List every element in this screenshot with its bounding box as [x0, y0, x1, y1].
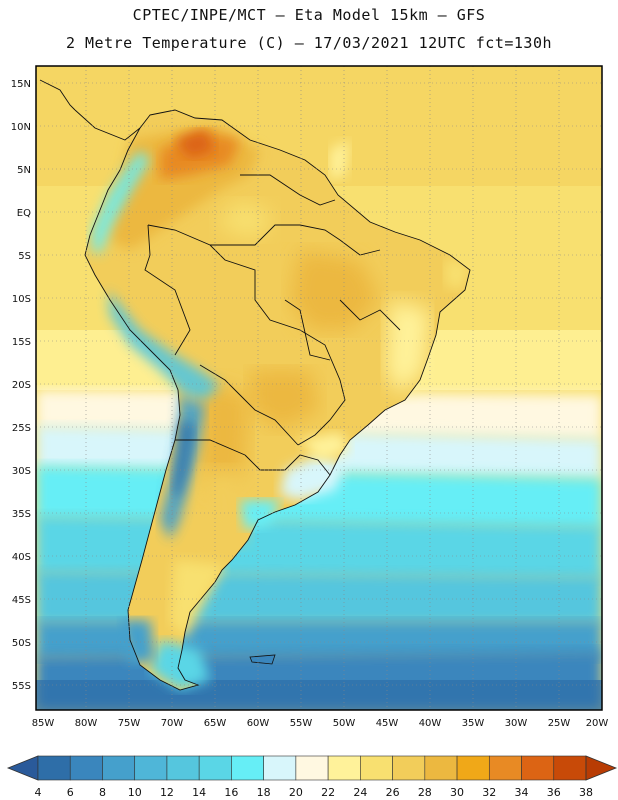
colorbar-label: 38 — [579, 786, 593, 799]
lon-tick: 50W — [333, 718, 356, 729]
lon-tick: 40W — [419, 718, 442, 729]
colorbar-label: 16 — [224, 786, 238, 799]
colorbar-cell — [488, 755, 522, 781]
colorbar-cell — [198, 755, 232, 781]
lat-tick: 5S — [18, 251, 31, 262]
lon-tick: 80W — [75, 718, 98, 729]
lon-tick: 55W — [290, 718, 313, 729]
colorbar-cell — [69, 755, 103, 781]
colorbar-label: 32 — [482, 786, 496, 799]
colorbar-cell — [166, 755, 200, 781]
lat-tick: 15S — [12, 337, 31, 348]
map-title-line1: CPTEC/INPE/MCT – Eta Model 15km – GFS — [132, 6, 486, 24]
colorbar-cell — [424, 755, 458, 781]
map-title-line2: 2 Metre Temperature (C) – 17/03/2021 12U… — [65, 34, 553, 52]
colorbar-label: 36 — [547, 786, 561, 799]
colorbar-label: 4 — [35, 786, 42, 799]
lat-tick: 40S — [12, 552, 31, 563]
colorbar-cell — [327, 755, 361, 781]
lon-tick: 45W — [376, 718, 399, 729]
lon-tick: 85W — [32, 718, 55, 729]
lon-tick: 20W — [586, 718, 609, 729]
lon-tick: 70W — [161, 718, 184, 729]
colorbar-cell — [360, 755, 393, 781]
colorbar-below-arrow — [6, 755, 39, 781]
colorbar-cell — [102, 755, 136, 781]
latitude-axis: 15N 10N 5N EQ 5S 10S 15S 20S 25S 30S 35S… — [11, 79, 31, 692]
colorbar-label: 24 — [353, 786, 367, 799]
colorbar-cell — [295, 755, 329, 781]
colorbar-label: 14 — [192, 786, 206, 799]
colorbar-label: 26 — [386, 786, 400, 799]
graticule — [36, 66, 602, 710]
lon-tick: 35W — [462, 718, 485, 729]
lon-tick: 25W — [548, 718, 571, 729]
lat-tick: EQ — [17, 208, 31, 219]
temperature-field — [36, 66, 602, 710]
colorbar-label: 30 — [450, 786, 464, 799]
colorbar-label: 34 — [515, 786, 529, 799]
lat-tick: 15N — [11, 79, 31, 90]
longitude-axis: 85W 80W 75W 70W 65W 60W 55W 50W 45W 40W … — [32, 718, 609, 729]
lat-tick: 5N — [17, 165, 31, 176]
map-frame — [35, 65, 603, 711]
colorbar-cell — [134, 755, 168, 781]
colorbar-cell — [263, 755, 297, 781]
colorbar: 4 6 8 10 12 14 16 18 20 22 24 26 28 30 32 34 36 38 — [6, 755, 618, 799]
colorbar-cell — [231, 755, 264, 781]
colorbar-label: 20 — [289, 786, 303, 799]
colorbar-cell — [37, 755, 71, 781]
colorbar-cell — [521, 755, 555, 781]
colorbar-label: 12 — [160, 786, 174, 799]
lat-tick: 50S — [12, 638, 31, 649]
colorbar-cell — [392, 755, 426, 781]
colorbar-cell — [553, 755, 587, 781]
colorbar-label: 18 — [257, 786, 271, 799]
lat-tick: 10N — [11, 122, 31, 133]
colorbar-above-arrow — [585, 755, 618, 781]
lon-tick: 60W — [247, 718, 270, 729]
lat-tick: 20S — [12, 380, 31, 391]
lon-tick: 65W — [204, 718, 227, 729]
lat-tick: 30S — [12, 466, 31, 477]
boundaries — [39, 79, 471, 691]
colorbar-label: 28 — [418, 786, 432, 799]
lat-tick: 55S — [12, 681, 31, 692]
colorbar-label: 8 — [99, 786, 106, 799]
lon-tick: 75W — [118, 718, 141, 729]
colorbar-cell — [456, 755, 490, 781]
lat-tick: 10S — [12, 294, 31, 305]
lat-tick: 25S — [12, 423, 31, 434]
lon-tick: 30W — [505, 718, 528, 729]
colorbar-label: 22 — [321, 786, 335, 799]
lat-tick: 45S — [12, 595, 31, 606]
lat-tick: 35S — [12, 509, 31, 520]
colorbar-label: 6 — [67, 786, 74, 799]
colorbar-label: 10 — [128, 786, 142, 799]
